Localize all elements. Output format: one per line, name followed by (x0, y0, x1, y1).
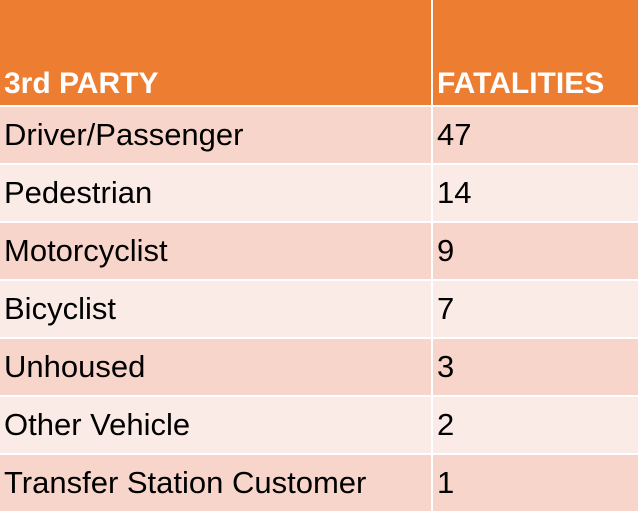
table-row: Driver/Passenger 47 (0, 106, 638, 165)
fatalities-cell: 1 (432, 454, 638, 513)
fatalities-cell: 47 (432, 106, 638, 165)
table-row: Pedestrian 14 (0, 164, 638, 223)
table-row: Other Vehicle 2 (0, 396, 638, 455)
fatalities-cell: 7 (432, 280, 638, 339)
party-cell: Transfer Station Customer (0, 454, 433, 513)
table-row: Bicyclist 7 (0, 280, 638, 339)
party-cell: Pedestrian (0, 164, 433, 223)
table-body: Driver/Passenger 47 Pedestrian 14 Motorc… (0, 106, 638, 513)
party-cell: Unhoused (0, 338, 433, 397)
fatalities-cell: 2 (432, 396, 638, 455)
party-cell: Driver/Passenger (0, 106, 433, 165)
fatalities-cell: 3 (432, 338, 638, 397)
header-row: 3rd PARTY FATALITIES (0, 0, 638, 107)
fatalities-cell: 9 (432, 222, 638, 281)
fatalities-cell: 14 (432, 164, 638, 223)
party-cell: Motorcyclist (0, 222, 433, 281)
header-fatalities: FATALITIES (432, 0, 638, 107)
table-row: Transfer Station Customer 1 (0, 454, 638, 513)
header-3rd-party: 3rd PARTY (0, 0, 433, 107)
table-row: Unhoused 3 (0, 338, 638, 397)
table-row: Motorcyclist 9 (0, 222, 638, 281)
party-cell: Bicyclist (0, 280, 433, 339)
party-cell: Other Vehicle (0, 396, 433, 455)
table-header: 3rd PARTY FATALITIES (0, 0, 638, 107)
